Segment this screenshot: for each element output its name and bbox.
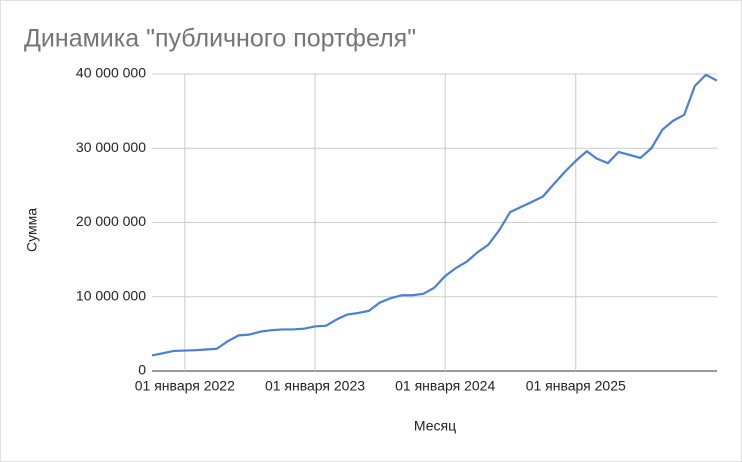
chart-title: Динамика "публичного портфеля": [24, 25, 416, 53]
y-tick-label: 20 000 000: [76, 213, 146, 229]
x-axis-label: Месяц: [414, 418, 456, 434]
y-tick-label: 30 000 000: [76, 139, 146, 155]
data-line: [151, 73, 718, 357]
x-tick-label: 01 января 2025: [526, 378, 626, 394]
y-tick-label: 40 000 000: [76, 65, 146, 81]
y-tick-label: 0: [138, 362, 146, 378]
x-tick-label: 01 января 2023: [265, 378, 365, 394]
y-axis-label: Сумма: [24, 208, 40, 252]
x-tick-label: 01 января 2024: [395, 378, 495, 394]
x-tick-label: 01 января 2022: [135, 378, 235, 394]
y-tick-label: 10 000 000: [76, 287, 146, 303]
